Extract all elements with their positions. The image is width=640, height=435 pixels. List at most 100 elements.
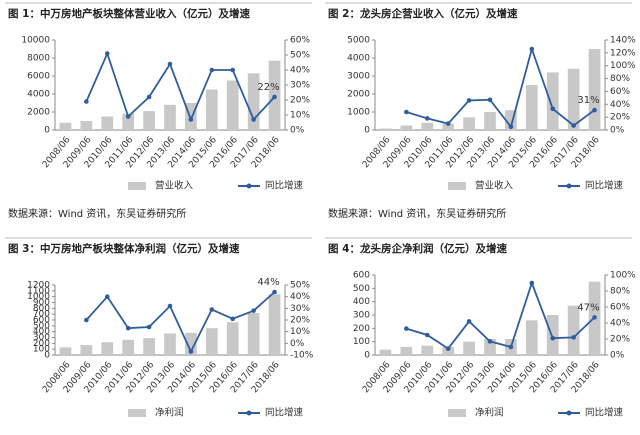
y-tick-label: 400 bbox=[33, 327, 50, 337]
y2-tick-label: -10% bbox=[290, 351, 314, 361]
chart-title: 图 1：中万房地产板块整体营业收入（亿元）及增速 bbox=[8, 7, 250, 20]
y2-tick-label: 140% bbox=[610, 36, 636, 46]
y-tick-label: 1000 bbox=[27, 292, 50, 302]
line-point bbox=[188, 117, 194, 122]
y2-tick-label: 60% bbox=[610, 303, 630, 313]
line bbox=[85, 50, 276, 122]
bar bbox=[442, 347, 455, 355]
y-tick-label: 1100 bbox=[27, 286, 50, 296]
line-point bbox=[230, 316, 236, 322]
legend-marker bbox=[566, 410, 572, 416]
y-tick-label: 900 bbox=[33, 298, 50, 308]
bar bbox=[463, 117, 475, 130]
y-tick-label: 10000 bbox=[21, 36, 50, 46]
line-point bbox=[84, 317, 89, 323]
bar bbox=[546, 72, 559, 130]
y-tick-label: 100 bbox=[33, 345, 50, 355]
legend-label: 净利润 bbox=[475, 407, 504, 419]
bar bbox=[400, 125, 413, 130]
line-point bbox=[404, 326, 409, 331]
line-point bbox=[188, 349, 194, 354]
bar bbox=[185, 332, 197, 355]
source-note: 数据来源：Wind 资讯，东吴证券研究所 bbox=[328, 207, 506, 220]
bar bbox=[185, 103, 197, 130]
line-point bbox=[84, 99, 89, 104]
line bbox=[406, 45, 596, 129]
line-point bbox=[466, 319, 472, 324]
legend-label: 同比增速 bbox=[585, 180, 624, 192]
line-point bbox=[209, 67, 215, 73]
bar bbox=[268, 294, 281, 355]
line-point bbox=[104, 294, 110, 299]
line-point bbox=[167, 303, 173, 309]
line-point bbox=[424, 116, 430, 121]
bar bbox=[400, 347, 413, 355]
bar bbox=[122, 339, 135, 355]
legend-label: 同比增速 bbox=[265, 407, 304, 419]
y2-tick-label: 40% bbox=[290, 292, 310, 302]
bar bbox=[164, 333, 176, 355]
y2-tick-label: 40% bbox=[610, 100, 630, 110]
bar bbox=[505, 110, 517, 130]
y2-tick-label: 0% bbox=[290, 126, 305, 136]
line-point bbox=[592, 315, 597, 320]
legend-label: 营业收入 bbox=[475, 180, 514, 192]
y-tick-label: 0 bbox=[44, 351, 50, 361]
y-tick-label: 300 bbox=[353, 311, 370, 321]
line-point bbox=[230, 67, 236, 73]
bar bbox=[463, 341, 475, 355]
y2-tick-label: 20% bbox=[290, 316, 310, 326]
line-point bbox=[445, 346, 451, 351]
bar bbox=[80, 121, 93, 130]
line-point bbox=[592, 107, 597, 113]
line-point bbox=[529, 280, 535, 286]
line-point bbox=[571, 123, 576, 128]
legend-label: 净利润 bbox=[155, 407, 184, 419]
y-tick-label: 200 bbox=[353, 324, 370, 334]
y2-tick-label: 100% bbox=[610, 271, 636, 281]
bar bbox=[484, 112, 496, 130]
bar bbox=[122, 113, 135, 130]
legend-swatch bbox=[128, 409, 146, 417]
line-point bbox=[550, 335, 556, 341]
bar bbox=[164, 104, 176, 130]
data-label: 47% bbox=[577, 302, 599, 313]
legend-label: 同比增速 bbox=[585, 407, 624, 419]
bar bbox=[59, 347, 72, 355]
legend-swatch bbox=[128, 182, 146, 190]
y2-tick-label: 0% bbox=[610, 351, 625, 361]
bar bbox=[588, 49, 601, 130]
source-note: 数据来源：Wind 资讯，东吴证券研究所 bbox=[8, 207, 186, 220]
bar bbox=[421, 122, 434, 130]
bar bbox=[247, 73, 260, 130]
y-tick-label: 500 bbox=[33, 321, 50, 331]
data-label: 31% bbox=[577, 95, 599, 106]
bar bbox=[442, 123, 455, 130]
chart-title: 图 4：龙头房企净利润（亿元）及增速 bbox=[328, 242, 507, 255]
line-point bbox=[125, 114, 131, 119]
bar bbox=[143, 111, 155, 130]
line-point bbox=[404, 109, 409, 115]
bar bbox=[80, 345, 93, 355]
line-point bbox=[571, 335, 576, 340]
line-point bbox=[550, 106, 556, 112]
line-point bbox=[104, 51, 110, 56]
y-tick-label: 400 bbox=[353, 297, 370, 307]
y-tick-label: 500 bbox=[353, 284, 370, 294]
line bbox=[406, 280, 596, 350]
y-tick-label: 300 bbox=[33, 333, 50, 343]
line-point bbox=[487, 97, 493, 103]
y-tick-label: 2000 bbox=[27, 108, 50, 118]
data-label: 22% bbox=[257, 82, 279, 93]
y-tick-label: 3000 bbox=[347, 72, 370, 82]
bar bbox=[143, 338, 155, 355]
line-point bbox=[508, 124, 514, 130]
legend-label: 营业收入 bbox=[155, 180, 194, 192]
y-tick-label: 1200 bbox=[27, 281, 50, 291]
bar bbox=[421, 345, 434, 355]
line-point bbox=[529, 46, 535, 52]
y-tick-label: 4000 bbox=[347, 54, 370, 64]
y2-tick-label: 80% bbox=[610, 74, 630, 84]
y-tick-label: 600 bbox=[353, 271, 370, 281]
